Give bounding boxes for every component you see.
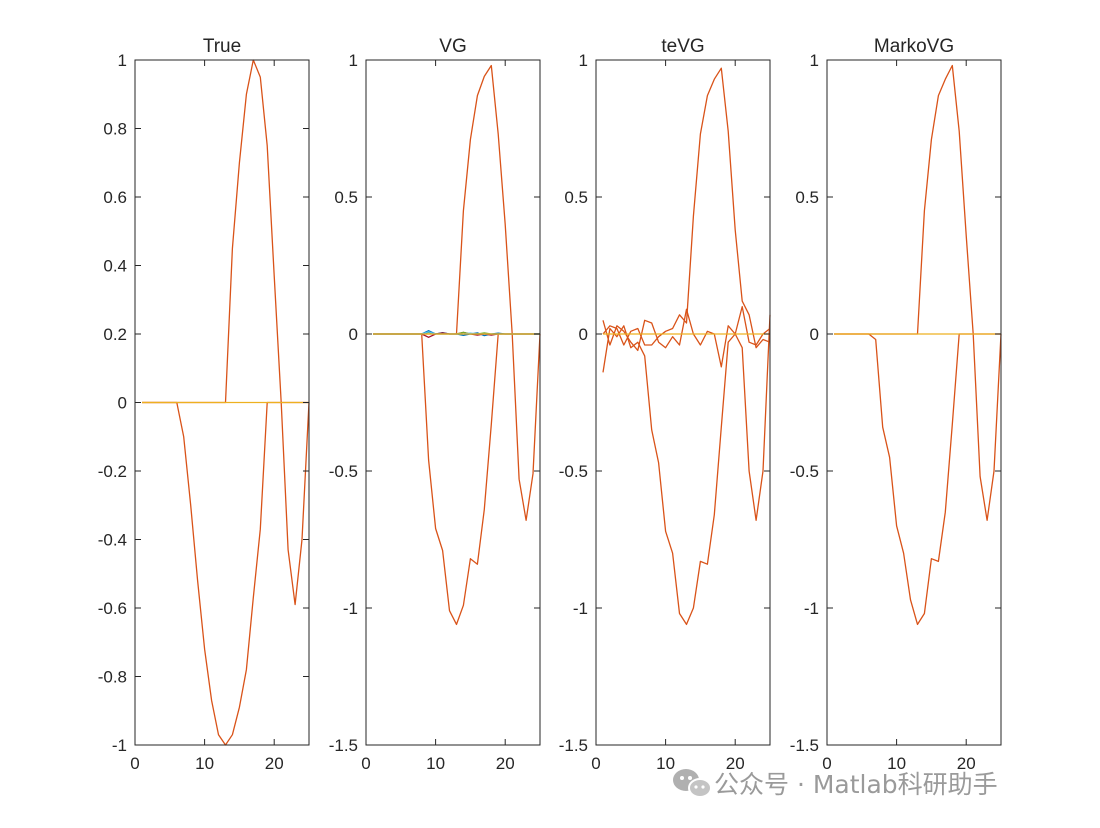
series-line-1 (602, 314, 771, 626)
plot-area (602, 67, 771, 626)
x-tick-label: 0 (361, 754, 370, 773)
y-tick-label: 1 (579, 51, 588, 70)
watermark-text: 公众号 · Matlab科研助手 (714, 770, 998, 799)
y-tick-label: 0.2 (103, 325, 127, 344)
x-tick-label: 0 (591, 754, 600, 773)
subplot-4: 0 10 20 -1.5 -1 -0.5 0 0.5 1 MarkoVG (790, 36, 1002, 773)
y-tick-label: -0.2 (98, 462, 127, 481)
series-line-2 (602, 67, 771, 349)
y-tick-label: 1 (349, 51, 358, 70)
x-tick-label: 10 (426, 754, 445, 773)
y-tick-label: -1.5 (790, 736, 819, 755)
x-tick-label: 10 (195, 754, 214, 773)
subplot-3: 0 10 20 -1.5 -1 -0.5 0 0.5 1 teVG (559, 36, 771, 773)
y-tick-label: 0.4 (103, 257, 127, 276)
subplot-title: VG (439, 36, 466, 57)
subplot-2: 0 10 20 -1.5 -1 -0.5 0 0.5 1 VG (329, 36, 541, 773)
wechat-icon (673, 769, 712, 798)
y-tick-label: -1.5 (329, 736, 358, 755)
subplot-title: True (203, 36, 241, 57)
y-tick-label: 0 (118, 394, 127, 413)
y-tick-label: 0.8 (103, 120, 127, 139)
y-tick-label: -1 (343, 599, 358, 618)
y-tick-label: 0.5 (795, 188, 819, 207)
x-tick-label: 10 (656, 754, 675, 773)
series-line-2 (373, 64, 541, 521)
y-tick-label: -1 (804, 599, 819, 618)
y-tick-label: -1 (573, 599, 588, 618)
subplot-1: 0 10 20 -1 -0.8 -0.6 -0.4 -0.2 0 0.2 0.4 0.6 0.8 1 Tru… (98, 36, 310, 773)
y-tick-label: 0 (579, 325, 588, 344)
y-tick-label: -0.6 (98, 599, 127, 618)
subplots: 0 10 20-1-0.8-0.6-0.4-0.200.20.40.60.81Tru… (98, 36, 1002, 773)
y-tick-label: 0.5 (564, 188, 588, 207)
series-line-2 (142, 59, 310, 606)
y-tick-label: 0.6 (103, 188, 127, 207)
subplot-title: teVG (661, 36, 704, 57)
plot-area (834, 64, 1002, 626)
axes-box (826, 59, 1002, 746)
series-line-2 (834, 64, 1002, 521)
x-tick-label: 20 (265, 754, 284, 773)
series-line-1 (373, 333, 540, 626)
series-line-3 (602, 305, 771, 368)
x-tick-label: 0 (130, 754, 139, 773)
y-tick-label: -0.4 (98, 531, 127, 550)
y-tick-label: -0.8 (98, 668, 127, 687)
plot-area (142, 59, 310, 746)
x-tick-label: 20 (726, 754, 745, 773)
y-tick-label: -1 (112, 736, 127, 755)
y-tick-label: -1.5 (559, 736, 588, 755)
y-tick-label: 0 (349, 325, 358, 344)
axes-box (365, 59, 541, 746)
axes-box (595, 59, 771, 746)
x-tick-label: 20 (957, 754, 976, 773)
watermark: 公众号 · Matlab科研助手 (673, 769, 998, 799)
x-tick-label: 10 (887, 754, 906, 773)
y-tick-label: 0 (810, 325, 819, 344)
x-tick-label: 0 (822, 754, 831, 773)
y-tick-label: -0.5 (329, 462, 358, 481)
y-tick-label: -0.5 (559, 462, 588, 481)
subplot-title: MarkoVG (874, 36, 954, 57)
y-tick-label: 0.5 (334, 188, 358, 207)
y-tick-label: 1 (118, 51, 127, 70)
y-tick-label: -0.5 (790, 462, 819, 481)
x-tick-label: 20 (496, 754, 515, 773)
plot-area (373, 64, 541, 626)
y-tick-label: 1 (810, 51, 819, 70)
